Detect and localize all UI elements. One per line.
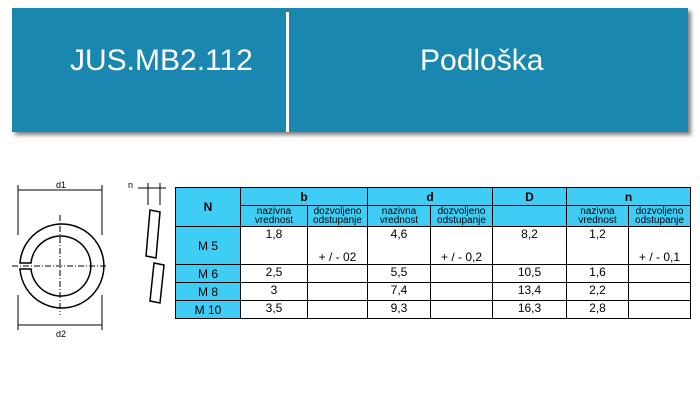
size-cell: M 5 xyxy=(175,226,241,265)
header-cell: d xyxy=(367,187,493,206)
value-cell: 7,4 xyxy=(367,282,431,301)
subheader-cell: nazivna vrednost xyxy=(240,205,308,227)
dim-label: n xyxy=(128,180,133,190)
value-cell: 1,2 xyxy=(566,226,629,265)
dim-label: d1 xyxy=(56,180,66,190)
washer-front xyxy=(19,223,105,309)
value-cell: 9,3 xyxy=(367,300,431,319)
value-cell: 3,5 xyxy=(240,300,308,319)
header-cell: N xyxy=(175,187,241,227)
size-cell: M 10 xyxy=(175,300,241,319)
value-cell xyxy=(307,282,368,301)
header-cell: D xyxy=(492,187,567,206)
table-row: M 8 3 7,4 13,4 2,2 xyxy=(175,282,691,301)
header-cell: n xyxy=(566,187,691,206)
value-cell xyxy=(307,264,368,283)
value-cell xyxy=(628,264,691,283)
value-cell: 2,5 xyxy=(240,264,308,283)
subheader-cell: nazivna vrednost xyxy=(367,205,431,227)
size-cell: M 8 xyxy=(175,282,241,301)
value-cell: 5,5 xyxy=(367,264,431,283)
value-cell: 2,2 xyxy=(566,282,629,301)
value-cell xyxy=(430,282,493,301)
value-cell xyxy=(430,264,493,283)
value-cell: 8,2 xyxy=(492,226,567,265)
value-cell: 2,8 xyxy=(566,300,629,319)
value-cell: 3 xyxy=(240,282,308,301)
value-cell: + / - 0,1 xyxy=(628,226,691,265)
subheader-cell: dozvoljeno odstupanje xyxy=(628,205,691,227)
table-row: M 5 1,8 + / - 02 4,6 + / - 0,2 8,2 1,2 + / - 0,… xyxy=(175,226,691,265)
value-cell xyxy=(628,282,691,301)
subheader-cell xyxy=(492,205,567,227)
value-cell xyxy=(307,300,368,319)
header-cell: b xyxy=(240,187,368,206)
washer-side xyxy=(145,209,165,304)
table-row: nazivna vrednost dozvoljeno odstupanje naz… xyxy=(176,205,691,227)
subheader-cell: nazivna vrednost xyxy=(566,205,629,227)
value-cell: 1,8 xyxy=(240,226,308,265)
banner: JUS.MB2.112 Podloška xyxy=(12,8,688,132)
standard-code: JUS.MB2.112 xyxy=(70,44,253,77)
value-cell: + / - 02 xyxy=(307,226,368,265)
separator xyxy=(286,12,289,132)
dim-label: d2 xyxy=(56,329,66,339)
page-title: Podloška xyxy=(420,44,544,77)
value-cell: 10,5 xyxy=(492,264,567,283)
value-cell: 13,4 xyxy=(492,282,567,301)
value-cell xyxy=(430,300,493,319)
table-row: M 6 2,5 5,5 10,5 1,6 xyxy=(175,264,691,283)
value-cell xyxy=(628,300,691,319)
value-cell: 1,6 xyxy=(566,264,629,283)
value-cell: + / - 0,2 xyxy=(430,226,493,265)
subheader-cell: dozvoljeno odstupanje xyxy=(430,205,493,227)
value-cell: 16,3 xyxy=(492,300,567,319)
size-cell: M 6 xyxy=(175,264,241,283)
table-row: M 10 3,5 9,3 16,3 2,8 xyxy=(175,300,691,319)
washer-drawing: d1 d2 n xyxy=(12,180,166,339)
value-cell: 4,6 xyxy=(367,226,431,265)
subheader-cell: dozvoljeno odstupanje xyxy=(307,205,368,227)
